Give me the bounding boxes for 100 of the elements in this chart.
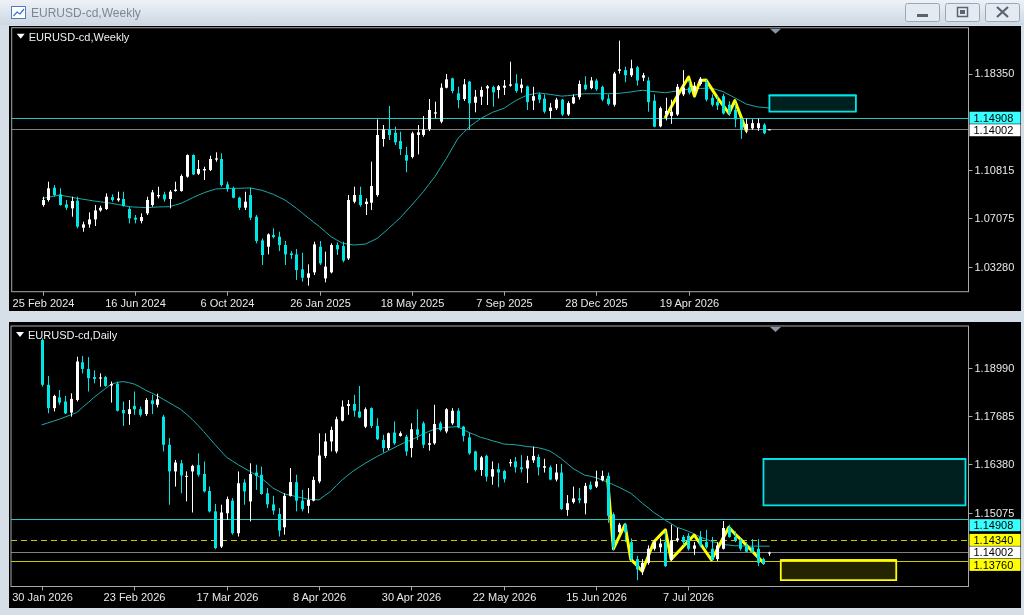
candlestick bbox=[278, 507, 281, 538]
candlestick bbox=[122, 400, 125, 427]
candlestick bbox=[370, 161, 373, 211]
candlestick bbox=[307, 487, 310, 514]
x-tick-label: 30 Jan 2026 bbox=[12, 591, 73, 604]
candlestick bbox=[532, 86, 535, 111]
candlestick bbox=[463, 78, 466, 102]
candlestick bbox=[566, 494, 569, 517]
x-tick-label: 26 Jan 2025 bbox=[290, 296, 351, 309]
candlestick bbox=[301, 252, 304, 283]
candlestick bbox=[394, 126, 397, 146]
candlestick bbox=[169, 189, 172, 209]
candlestick bbox=[185, 470, 188, 502]
candlestick bbox=[428, 98, 431, 132]
y-tick-label: 1.15075 bbox=[974, 506, 1015, 519]
candlestick bbox=[711, 536, 714, 562]
candlestick bbox=[757, 538, 760, 567]
candlestick bbox=[180, 459, 183, 494]
x-tick-label: 16 Jun 2024 bbox=[105, 296, 166, 309]
ref-line-label: 1.14908 bbox=[973, 519, 1014, 532]
x-tick-label: 8 Apr 2026 bbox=[292, 591, 347, 604]
candlestick bbox=[388, 105, 391, 141]
candlestick bbox=[197, 452, 200, 478]
candlestick bbox=[87, 356, 90, 392]
candlestick bbox=[411, 131, 414, 159]
candlestick bbox=[659, 106, 662, 128]
candlestick bbox=[515, 73, 518, 94]
candlestick bbox=[705, 529, 708, 550]
candlestick bbox=[485, 454, 488, 482]
candlestick bbox=[353, 394, 356, 418]
y-tick-label: 1.17685 bbox=[974, 409, 1015, 422]
y-tick-label: 1.18990 bbox=[974, 361, 1015, 374]
candlestick bbox=[399, 131, 402, 156]
candlestick bbox=[428, 432, 431, 452]
candlestick bbox=[278, 231, 281, 252]
x-tick-label: 17 Mar 2026 bbox=[196, 591, 259, 604]
ref-line-label: 1.14002 bbox=[973, 546, 1014, 559]
candlestick bbox=[330, 426, 333, 452]
candlestick bbox=[295, 248, 298, 281]
candlestick bbox=[295, 474, 298, 512]
candlestick bbox=[417, 124, 420, 155]
candlestick bbox=[99, 372, 102, 388]
candlestick bbox=[359, 186, 362, 208]
candlestick bbox=[578, 80, 581, 101]
candlestick bbox=[722, 520, 725, 550]
candlestick bbox=[486, 84, 489, 106]
candlestick bbox=[342, 241, 345, 263]
candlestick bbox=[358, 385, 361, 419]
candlestick bbox=[376, 417, 379, 441]
candlestick bbox=[301, 489, 304, 512]
candlestick bbox=[70, 392, 73, 418]
candlestick bbox=[647, 544, 650, 566]
y-tick-label: 1.07075 bbox=[974, 212, 1015, 225]
candlestick bbox=[520, 454, 523, 474]
x-tick-label: 7 Sep 2025 bbox=[476, 296, 533, 309]
candlestick bbox=[630, 537, 633, 562]
candlestick bbox=[457, 86, 460, 109]
candlestick bbox=[192, 153, 195, 176]
candlestick bbox=[740, 117, 743, 140]
x-tick-label: 23 Feb 2026 bbox=[103, 591, 166, 604]
candlestick bbox=[208, 486, 211, 513]
candlestick bbox=[468, 80, 471, 131]
y-tick-label: 1.16380 bbox=[974, 458, 1015, 471]
candlestick bbox=[267, 232, 270, 255]
candlestick bbox=[722, 93, 725, 115]
x-tick-label: 30 Apr 2026 bbox=[381, 591, 442, 604]
candlestick bbox=[244, 191, 247, 211]
candlestick bbox=[480, 86, 483, 106]
text: EURUSD-cd,Weekly bbox=[31, 6, 141, 21]
chart-title: EURUSD-cd,Daily bbox=[28, 328, 118, 341]
candlestick bbox=[370, 406, 373, 429]
candlestick bbox=[255, 464, 258, 491]
candlestick bbox=[670, 99, 673, 125]
y-tick-label: 1.18350 bbox=[974, 67, 1015, 80]
candlestick bbox=[71, 196, 74, 218]
candlestick bbox=[47, 181, 50, 203]
x-tick-label: 15 Jun 2026 bbox=[566, 591, 627, 604]
candlestick bbox=[422, 115, 425, 138]
candlestick bbox=[474, 89, 477, 113]
candlestick bbox=[543, 93, 546, 114]
candlestick bbox=[526, 455, 529, 484]
x-tick-label: 28 Dec 2025 bbox=[565, 296, 628, 309]
candlestick bbox=[636, 555, 639, 581]
candlestick bbox=[734, 102, 737, 128]
candlestick bbox=[584, 482, 587, 515]
candlestick bbox=[410, 422, 413, 458]
candlestick bbox=[716, 541, 719, 562]
candlestick bbox=[665, 97, 668, 121]
candlestick bbox=[618, 40, 621, 75]
candlestick bbox=[457, 407, 460, 429]
candlestick bbox=[64, 395, 67, 415]
candlestick bbox=[133, 391, 136, 416]
candlestick bbox=[261, 237, 264, 266]
candlestick bbox=[324, 251, 327, 283]
candlestick bbox=[636, 65, 639, 87]
candlestick bbox=[682, 69, 685, 97]
candlestick bbox=[509, 61, 512, 88]
candlestick bbox=[47, 375, 50, 414]
ref-line-label: 1.13760 bbox=[973, 558, 1014, 571]
x-tick-label: 18 May 2025 bbox=[380, 296, 445, 309]
